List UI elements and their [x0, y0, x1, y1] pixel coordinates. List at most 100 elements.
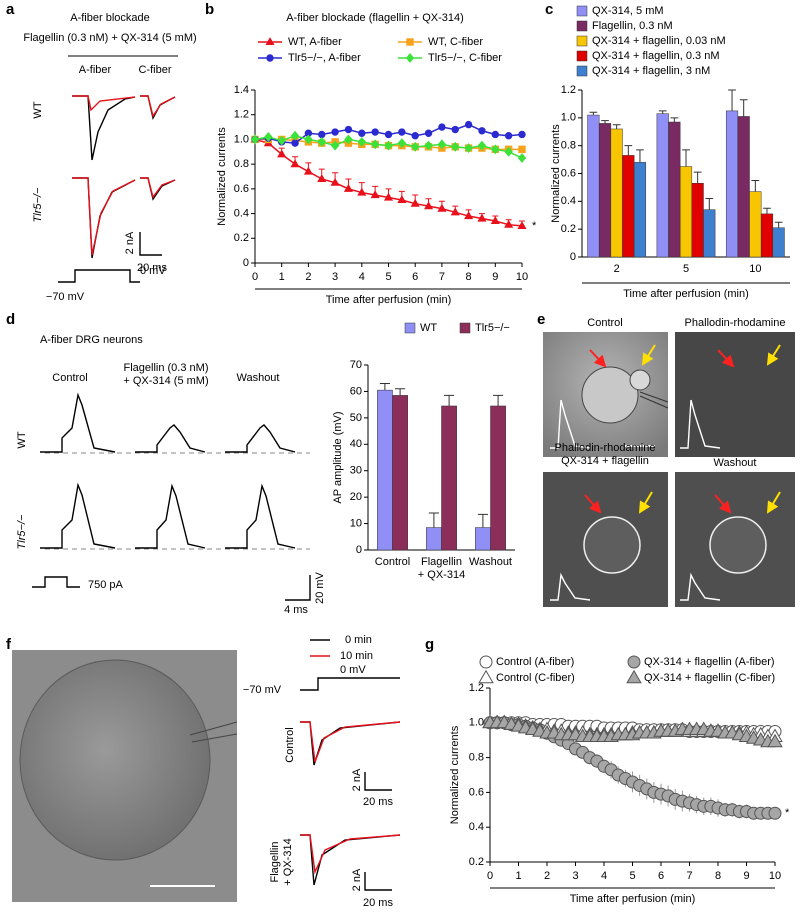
bar: [377, 389, 393, 551]
bar: [633, 162, 647, 258]
legend-label: WT: [420, 322, 437, 334]
marker: [384, 130, 393, 139]
scale-label: 2 nA: [351, 768, 363, 791]
bar: [490, 405, 506, 551]
error-bar: [493, 394, 504, 406]
scale-bar: [364, 772, 392, 791]
scale-label: 20 ms: [363, 897, 393, 909]
bar: [703, 209, 716, 258]
bar: [441, 405, 457, 551]
marker: [411, 141, 420, 152]
marker: [464, 211, 474, 220]
marker: [317, 136, 326, 147]
error-bar: [682, 149, 690, 167]
x-tick-label: 1: [515, 870, 521, 882]
stimulus-label: 750 pA: [88, 579, 124, 591]
condition-label: Control: [284, 727, 296, 762]
trace: [72, 95, 136, 112]
marker: [437, 139, 447, 150]
trace: [40, 482, 116, 549]
scale-label: 20 mV: [314, 571, 326, 603]
image-label: Control: [587, 317, 622, 329]
bar: [598, 123, 612, 258]
step-label: 0 mV: [340, 664, 366, 676]
y-tick-label: 0.6: [234, 183, 249, 195]
error-bar: [589, 111, 598, 116]
marker: [357, 187, 367, 196]
marker: [371, 128, 379, 136]
trace: [140, 177, 176, 201]
panel-label: b: [205, 1, 214, 18]
column-label: A-fiber: [79, 64, 112, 76]
y-tick-label: 0.2: [234, 232, 249, 244]
y-tick-label: 1.0: [234, 133, 249, 145]
pipette: [639, 391, 669, 409]
y-axis-label: Normalized currents: [449, 725, 461, 824]
pipette: [189, 721, 238, 743]
legend-marker: [406, 38, 414, 46]
bar: [656, 113, 669, 258]
error-bar: [428, 512, 439, 528]
y-tick-label: 1.2: [469, 682, 484, 694]
annotation: *: [532, 220, 537, 232]
error-bar: [636, 149, 644, 163]
x-tick-label: 5: [385, 271, 391, 283]
legend-label: Control (C-fiber): [496, 672, 575, 684]
x-tick-label: 0: [487, 870, 493, 882]
y-axis-label: AP amplitude (mV): [332, 411, 344, 503]
cell: [583, 516, 641, 574]
marker: [504, 146, 513, 157]
scale-bar: [364, 872, 392, 891]
y-tick-label: 50: [350, 412, 362, 424]
marker: [398, 128, 406, 136]
row-label: Tlr5−/−: [32, 187, 44, 222]
y-tick-label: 30: [350, 465, 362, 477]
marker: [277, 135, 286, 146]
x-tick-label: Control: [374, 556, 411, 568]
error-bar: [395, 388, 406, 396]
marker: [290, 130, 300, 141]
legend-label: QX-314 + flagellin, 3 nM: [592, 65, 710, 77]
legend-marker: [405, 53, 415, 63]
legend-label: QX-314 + flagellin, 0.3 nM: [592, 50, 720, 62]
error-bar: [601, 120, 609, 124]
marker: [768, 806, 782, 820]
legend-swatch: [404, 322, 416, 334]
error-bar: [763, 207, 771, 214]
cell: [629, 369, 651, 391]
cell: [581, 366, 639, 424]
x-tick-label: 8: [715, 870, 721, 882]
x-axis-label: Time after perfusion (min): [326, 294, 452, 306]
y-axis-label: Normalized currents: [216, 127, 228, 226]
trace: [72, 177, 136, 256]
legend-marker: [479, 655, 493, 669]
cell: [19, 659, 211, 861]
marker: [424, 140, 433, 151]
marker: [317, 174, 327, 183]
marker: [424, 201, 434, 210]
marker: [344, 134, 353, 145]
marker: [491, 144, 500, 155]
trace: [135, 483, 206, 549]
marker: [383, 192, 394, 201]
x-tick-label: 7: [686, 870, 692, 882]
x-tick-label: Washout: [468, 556, 513, 568]
ap-trace: [680, 572, 721, 601]
marker: [437, 203, 447, 212]
marker: [384, 140, 393, 151]
trace: [135, 424, 206, 453]
error-bar: [612, 124, 621, 129]
marker: [410, 198, 420, 207]
y-tick-label: 0.6: [561, 167, 576, 179]
x-tick-label: 10: [749, 263, 762, 275]
legend-label: Tlr5−/−, C-fiber: [428, 52, 502, 64]
marker: [343, 184, 353, 192]
legend-marker: [265, 37, 275, 46]
x-axis-label: Time after perfusion (min): [570, 893, 696, 905]
y-tick-label: 0.2: [561, 223, 576, 235]
error-bar: [670, 117, 679, 123]
marker: [290, 159, 300, 168]
y-tick-label: 1.0: [561, 112, 576, 124]
panel-subtitle: Flagellin (0.3 nM) + QX-314 (5 mM): [23, 32, 196, 44]
